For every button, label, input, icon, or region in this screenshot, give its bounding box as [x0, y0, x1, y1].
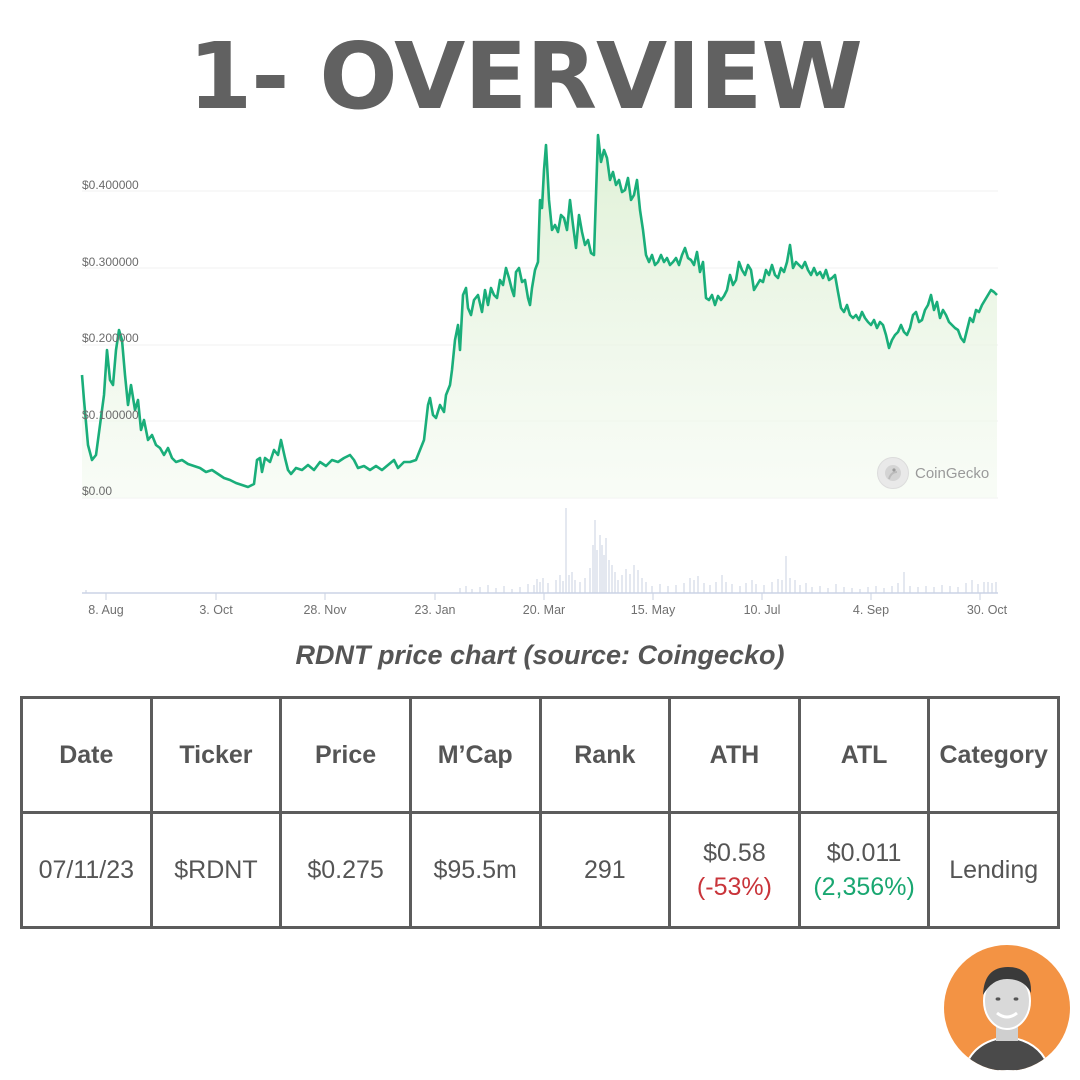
- cell-mcap: $95.5m: [408, 811, 542, 929]
- cell-atl: $0.011 (2,356%): [797, 811, 931, 929]
- cell-ticker: $RDNT: [149, 811, 283, 929]
- header-rank: Rank: [538, 696, 672, 814]
- header-category: Category: [927, 696, 1060, 814]
- cell-rank: 291: [538, 811, 672, 929]
- x-tick: 23. Jan: [414, 603, 456, 617]
- chart-caption: RDNT price chart (source: Coingecko): [295, 640, 785, 670]
- cell-date: 07/11/23: [20, 811, 153, 929]
- cell-price: $0.275: [279, 811, 412, 929]
- chart-plot: [80, 133, 998, 600]
- y-tick-0.1: $0.100000: [82, 408, 139, 422]
- price-area: [82, 135, 997, 498]
- x-tick: 30. Oct: [966, 603, 1008, 617]
- atl-change: (2,356%): [813, 873, 915, 901]
- x-tick: 4. Sep: [852, 603, 890, 617]
- header-ath: ATH: [668, 696, 801, 814]
- author-avatar: [944, 945, 1070, 1071]
- y-tick-0.4: $0.400000: [82, 178, 139, 192]
- cell-category: Lending: [927, 811, 1060, 929]
- x-tick: 20. Mar: [522, 603, 566, 617]
- header-date: Date: [20, 696, 153, 814]
- x-tick: 10. Jul: [743, 603, 781, 617]
- x-tick: 3. Oct: [199, 603, 233, 617]
- gecko-icon: [877, 457, 909, 489]
- overview-table: Date Ticker Price M’Cap Rank ATH ATL Cat…: [20, 696, 1060, 929]
- x-tick: 8. Aug: [88, 603, 124, 617]
- table-row: 07/11/23 $RDNT $0.275 $95.5m 291 $0.58 (…: [20, 811, 1060, 929]
- x-tick: 15. May: [630, 603, 676, 617]
- header-mcap: M’Cap: [408, 696, 542, 814]
- watermark-text: CoinGecko: [915, 464, 990, 482]
- cell-ath: $0.58 (-53%): [668, 811, 801, 929]
- price-line: [80, 133, 998, 489]
- person-icon: [962, 967, 1052, 1071]
- header-atl: ATL: [797, 696, 931, 814]
- y-tick-0.3: $0.300000: [82, 255, 139, 269]
- ath-change: (-53%): [696, 873, 772, 901]
- coingecko-watermark: CoinGecko: [877, 457, 989, 489]
- ath-value: $0.58: [703, 839, 766, 867]
- atl-value: $0.011: [826, 839, 902, 867]
- y-tick-0: $0.00: [82, 484, 113, 498]
- table-header-row: Date Ticker Price M’Cap Rank ATH ATL Cat…: [20, 696, 1060, 814]
- volume-bars: [85, 508, 997, 593]
- x-tick: 28. Nov: [303, 603, 347, 617]
- y-tick-0.2: $0.200000: [82, 331, 139, 345]
- header-ticker: Ticker: [149, 696, 283, 814]
- header-price: Price: [279, 696, 412, 814]
- page-title: 1- OVERVIEW: [188, 23, 863, 130]
